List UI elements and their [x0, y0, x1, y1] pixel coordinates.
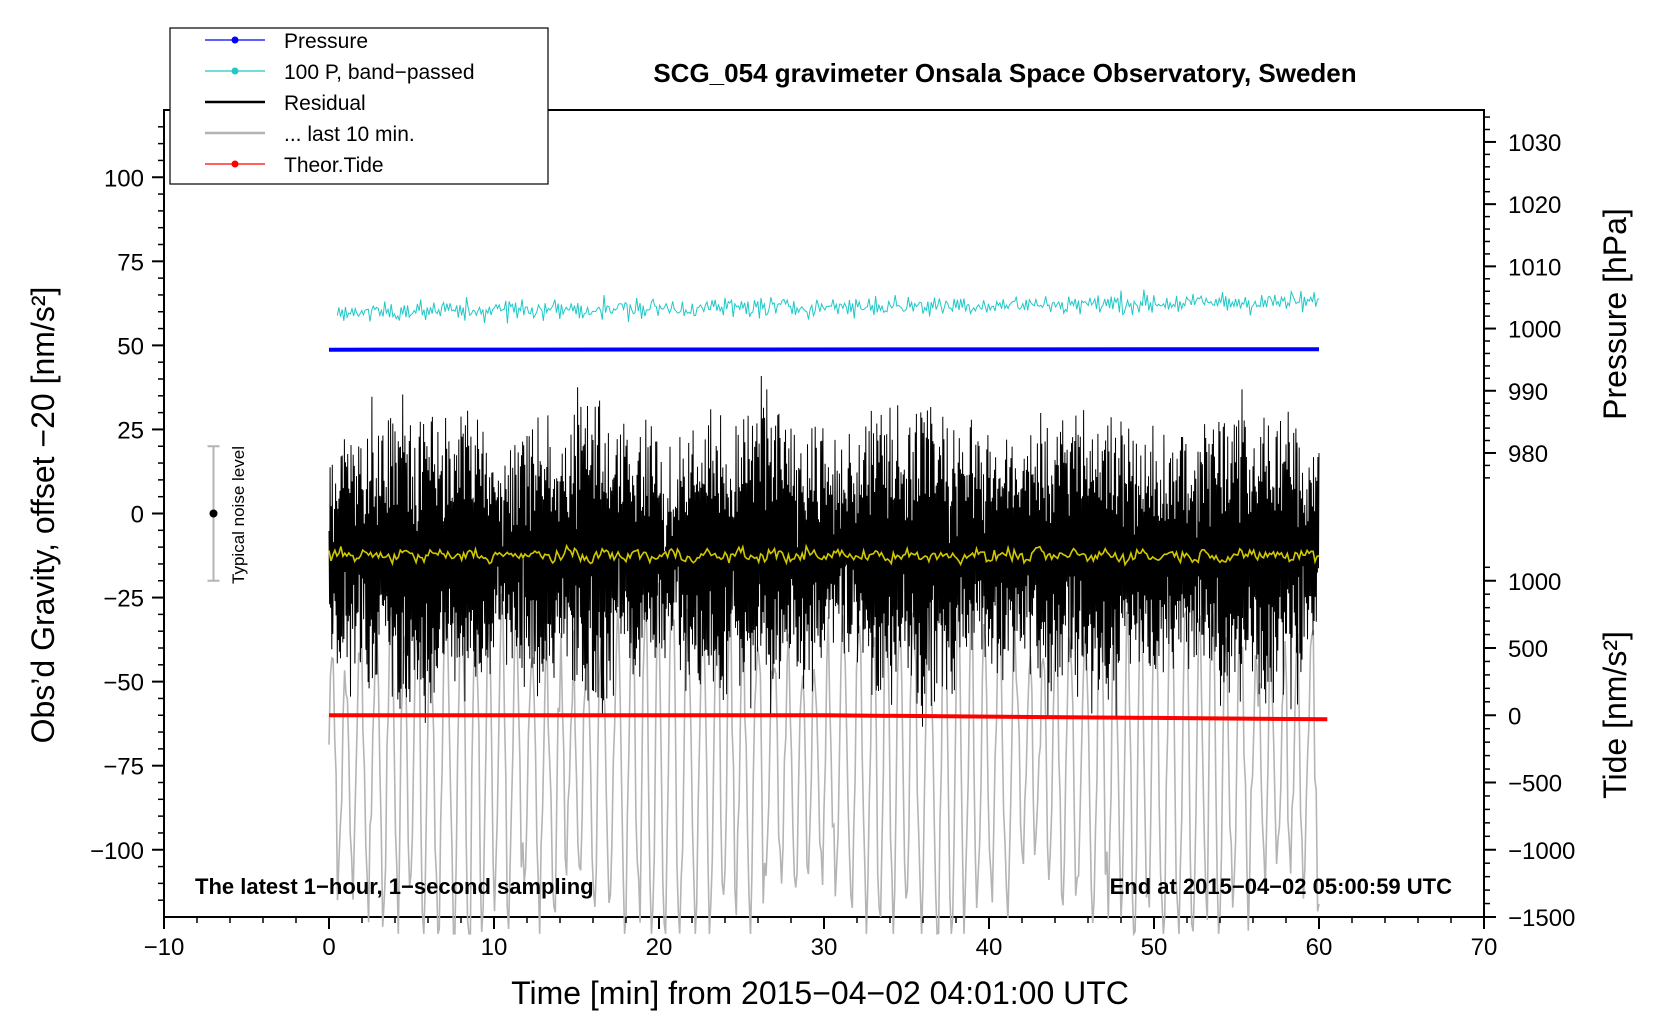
y-left-tick-label: 50 [117, 333, 144, 360]
legend-label-residual: Residual [284, 92, 366, 115]
x-tick-label: −10 [144, 934, 185, 961]
y-tide-tick-label: 500 [1508, 636, 1548, 663]
chart-title: SCG_054 gravimeter Onsala Space Observat… [653, 58, 1356, 88]
black-trace [328, 375, 1320, 727]
pressure-trace [328, 347, 1320, 352]
series-pressure [328, 347, 1320, 352]
series-residual [328, 375, 1320, 727]
y-axis-tide-title: Tide [nm/s²] [1597, 631, 1633, 799]
y-left-tick-label: −25 [103, 586, 144, 613]
x-tick-label: 10 [481, 934, 508, 961]
x-tick-label: 70 [1471, 934, 1498, 961]
tide-trace [329, 713, 1328, 722]
y-axis-left-title: Obs’d Gravity, offset −20 [nm/s²] [25, 287, 61, 744]
y-left-tick-label: 100 [104, 165, 144, 192]
annotation-end-time: End at 2015−04−02 05:00:59 UTC [1110, 874, 1453, 899]
legend: Pressure 100 P, band−passed Residual ...… [169, 27, 549, 185]
legend-box [169, 27, 549, 185]
annotation-sampling: The latest 1−hour, 1−second sampling [195, 874, 594, 899]
x-axis: −10 0 10 20 30 40 50 60 70 [144, 917, 1498, 961]
y-tide-tick-label: −1500 [1508, 905, 1575, 932]
legend-label-pressure: Pressure [284, 30, 368, 53]
x-tick-label: 20 [646, 934, 673, 961]
x-tick-label: 30 [811, 934, 838, 961]
y-pressure-tick-label: 1010 [1508, 254, 1561, 281]
y-pressure-tick-label: 990 [1508, 379, 1548, 406]
y-left-tick-label: −75 [103, 754, 144, 781]
legend-label-tide: Theor.Tide [284, 154, 384, 177]
yellow-trace [328, 543, 1320, 567]
legend-marker-tide [231, 160, 239, 168]
x-tick-label: 60 [1306, 934, 1333, 961]
series-pressure-bandpassed [336, 289, 1320, 324]
x-axis-title: Time [min] from 2015−04−02 04:01:00 UTC [511, 975, 1129, 1011]
y-axis-left: 100 75 50 25 0 −25 −50 −75 −100 [90, 126, 164, 901]
series-residual-smoothed [328, 543, 1320, 567]
legend-label-bandpassed: 100 P, band−passed [284, 61, 475, 84]
y-pressure-tick-label: 1030 [1508, 130, 1561, 157]
noise-level-marker [207, 445, 220, 582]
y-left-tick-label: −100 [90, 838, 144, 865]
x-tick-label: 0 [322, 934, 335, 961]
y-pressure-tick-label: 1020 [1508, 192, 1561, 219]
noise-level-label: Typical noise level [229, 446, 248, 584]
y-pressure-tick-label: 1000 [1508, 317, 1561, 344]
y-tide-tick-label: −1000 [1508, 838, 1575, 865]
y-axis-pressure-title: Pressure [hPa] [1597, 208, 1633, 420]
series-theoretical-tide [329, 713, 1328, 722]
x-tick-label: 50 [1141, 934, 1168, 961]
y-tide-tick-label: −500 [1508, 771, 1562, 798]
y-left-tick-label: 0 [131, 502, 144, 529]
x-tick-label: 40 [976, 934, 1003, 961]
legend-label-last10: ... last 10 min. [284, 123, 415, 146]
noise-center-dot [209, 509, 218, 518]
y-tide-tick-label: 1000 [1508, 569, 1561, 596]
y-axis-pressure: 1030 1020 1010 1000 990 980 [1484, 116, 1561, 479]
legend-marker-pressure [231, 36, 239, 44]
y-left-tick-label: 75 [117, 249, 144, 276]
y-left-tick-label: 25 [117, 417, 144, 444]
y-pressure-tick-label: 980 [1508, 441, 1548, 468]
legend-marker-bandpassed [231, 67, 239, 75]
cyan-trace [336, 289, 1320, 324]
y-left-tick-label: −50 [103, 670, 144, 697]
y-axis-tide: 1000 500 0 −500 −1000 −1500 [1484, 566, 1575, 932]
y-tide-tick-label: 0 [1508, 703, 1521, 730]
